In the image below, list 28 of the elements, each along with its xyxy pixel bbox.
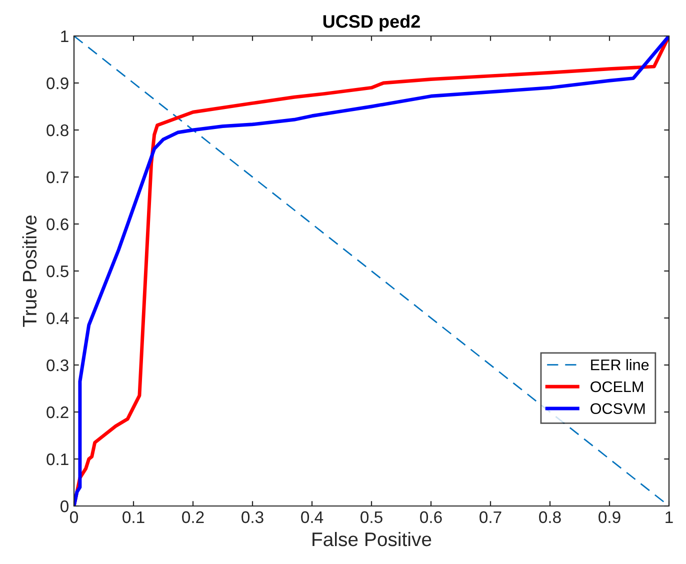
- y-tick-label: 0.8: [46, 124, 68, 136]
- y-tick-label: 0.6: [46, 218, 68, 230]
- y-tick-label: 0.4: [46, 312, 69, 324]
- y-tick-label: 0.3: [46, 359, 68, 372]
- x-tick-label: 0.8: [539, 511, 561, 524]
- y-axis-title: True Positive: [22, 215, 37, 327]
- y-tick-label: 0: [60, 500, 68, 512]
- y-tick-label: 1: [61, 30, 68, 42]
- y-tick-label: 0.5: [46, 265, 68, 278]
- x-tick-label: 0.3: [242, 511, 264, 524]
- chart-title: UCSD ped2: [323, 14, 420, 32]
- x-tick-label: 0.6: [420, 511, 442, 524]
- y-tick-label: 0.2: [46, 406, 68, 418]
- x-tick-label: 0.7: [480, 511, 502, 524]
- y-tick-label: 0.9: [46, 77, 68, 90]
- legend-label: EER line: [591, 359, 649, 370]
- x-tick-label: 0.4: [301, 511, 324, 524]
- x-tick-label: 0.2: [182, 511, 204, 524]
- x-tick-label: 0.9: [598, 511, 620, 524]
- x-axis-title: False Positive: [312, 532, 432, 546]
- x-tick-label: 1: [666, 511, 673, 523]
- x-tick-label: 0.1: [122, 511, 144, 524]
- x-tick-label: 0.5: [360, 511, 382, 524]
- y-tick-label: 0.1: [46, 453, 68, 466]
- legend-label: OCELM: [590, 381, 643, 392]
- y-tick-label: 0.7: [46, 171, 68, 184]
- x-tick-label: 0: [70, 511, 78, 524]
- legend-label: OCSVM: [590, 403, 645, 414]
